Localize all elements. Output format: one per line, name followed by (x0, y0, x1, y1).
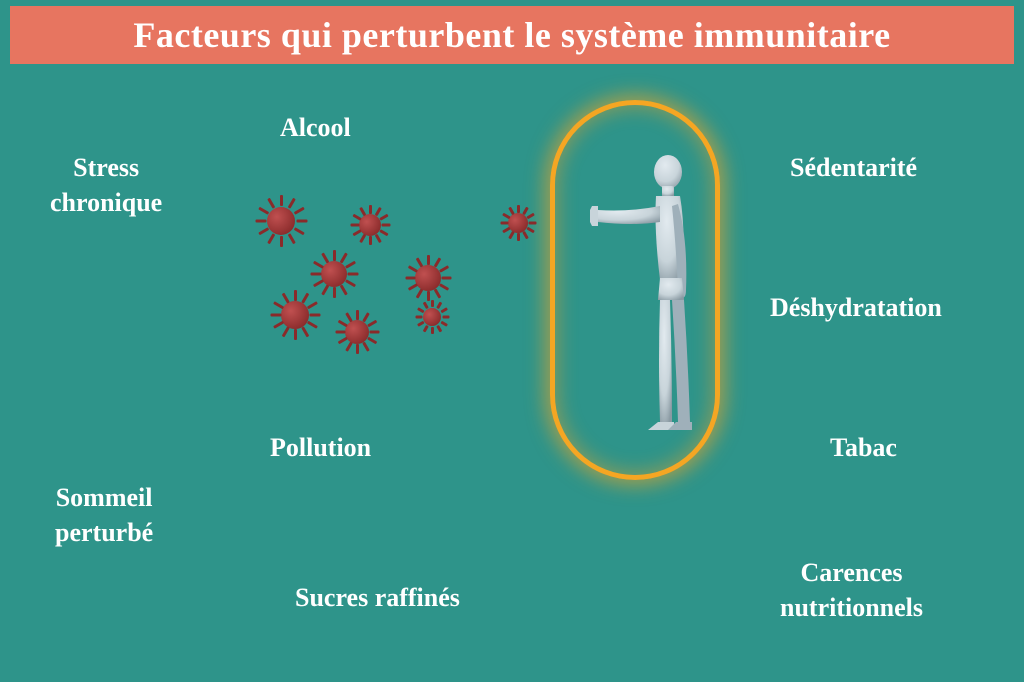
virus-icon (500, 205, 536, 241)
factor-label: Tabac (830, 430, 897, 465)
factor-label: Sommeil perturbé (55, 480, 153, 550)
virus-icon (405, 255, 451, 301)
factor-label: Pollution (270, 430, 371, 465)
virus-icon (350, 205, 390, 245)
factor-label: Sucres raffinés (295, 580, 460, 615)
virus-icon (335, 310, 379, 354)
factor-label: Carences nutritionnels (780, 555, 923, 625)
factor-label: Déshydratation (770, 290, 942, 325)
virus-icon (270, 290, 320, 340)
factor-label: Sédentarité (790, 150, 917, 185)
factor-label: Stress chronique (50, 150, 162, 220)
human-figure-icon (590, 150, 730, 455)
factor-label: Alcool (280, 110, 351, 145)
title-bar: Facteurs qui perturbent le système immun… (10, 6, 1014, 64)
page-title: Facteurs qui perturbent le système immun… (133, 14, 890, 56)
virus-icon (255, 195, 307, 247)
virus-icon (415, 300, 449, 334)
